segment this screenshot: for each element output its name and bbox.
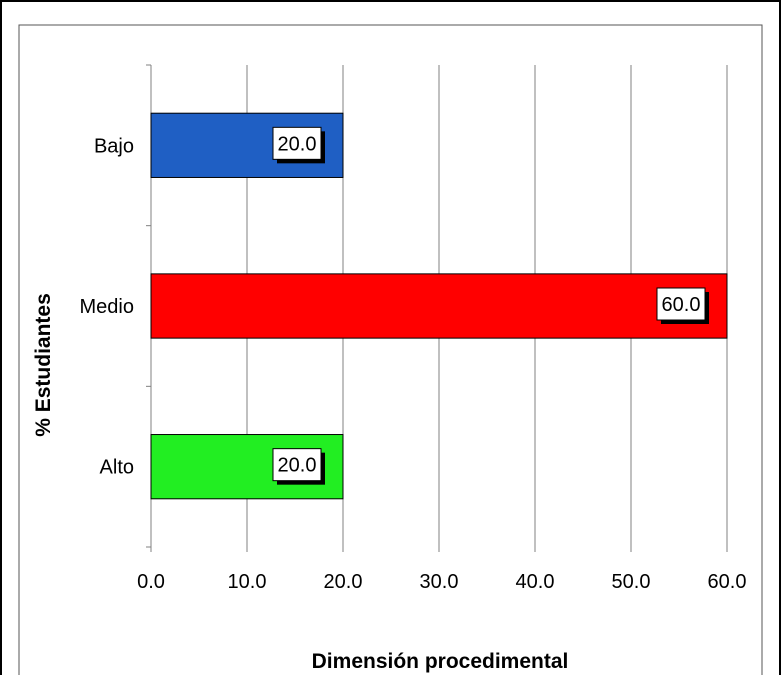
x-tick-label: 40.0	[516, 571, 555, 593]
y-axis-title: % Estudiantes	[32, 293, 55, 437]
category-label: Alto	[100, 457, 134, 479]
chart-area-border	[18, 24, 763, 675]
data-labels: 20.0 60.0 20.0	[272, 126, 709, 485]
bar-medio	[150, 273, 728, 339]
data-label-box	[272, 126, 322, 160]
data-label: 20.0	[278, 133, 317, 155]
x-axis-title: Dimensión procedimental	[312, 650, 569, 673]
bars	[150, 112, 728, 500]
data-label: 20.0	[278, 455, 317, 477]
x-tick-label: 10.0	[228, 571, 267, 593]
x-tick-label: 20.0	[324, 571, 363, 593]
tick-labels: 0.0 10.0 20.0 30.0 40.0 50.0 60.0 Bajo Medio Alto	[80, 135, 747, 593]
x-tick-label: 60.0	[708, 571, 747, 593]
data-label-box	[272, 448, 322, 482]
data-label-box	[656, 287, 706, 321]
x-tick-label: 30.0	[420, 571, 459, 593]
x-tick-label: 0.0	[137, 571, 165, 593]
x-tick-label: 50.0	[612, 571, 651, 593]
category-label: Medio	[80, 296, 134, 318]
data-label: 60.0	[662, 294, 701, 316]
category-label: Bajo	[94, 135, 134, 157]
